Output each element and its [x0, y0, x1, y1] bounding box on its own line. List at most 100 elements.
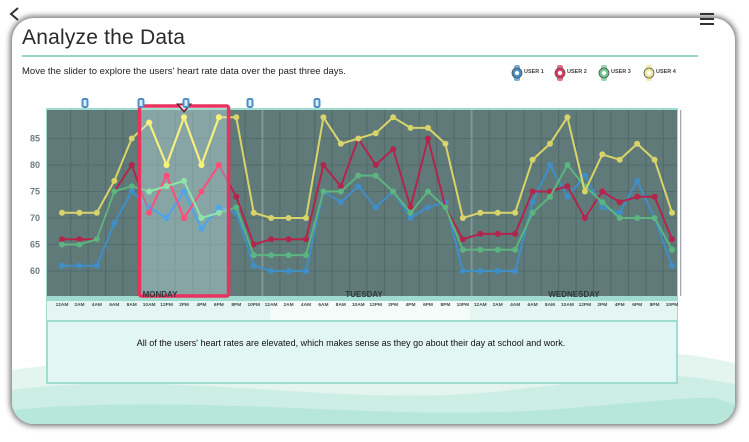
- data-point: [634, 177, 641, 184]
- marker-inner: [184, 100, 188, 106]
- data-point: [651, 193, 658, 200]
- legend-user-4[interactable]: USER 4: [643, 64, 676, 82]
- data-point: [59, 262, 65, 269]
- y-tick-label: 70: [30, 213, 40, 223]
- data-point: [494, 230, 501, 237]
- x-tick-label: 6AM: [109, 302, 119, 308]
- data-point: [512, 246, 519, 253]
- data-point: [372, 162, 379, 168]
- timeline-marker[interactable]: [137, 98, 145, 108]
- summary-panel-border: [46, 320, 678, 384]
- data-point: [599, 188, 606, 195]
- heart-rate-watch-icon: [511, 65, 523, 81]
- day-band-tuesday: [270, 301, 470, 321]
- data-point: [390, 188, 397, 195]
- x-tick-label: 4PM: [615, 302, 625, 308]
- legend-user-1[interactable]: USER 1: [511, 64, 544, 82]
- legend-user-3[interactable]: USER 3: [598, 64, 631, 82]
- data-point: [407, 209, 414, 216]
- highlight-point: [198, 225, 205, 232]
- x-tick-label: 8PM: [440, 302, 450, 308]
- highlight-point: [146, 209, 153, 216]
- data-point: [337, 199, 344, 206]
- data-point: [285, 252, 292, 259]
- data-point: [268, 236, 275, 243]
- data-point: [390, 114, 397, 121]
- data-point: [477, 268, 484, 274]
- x-tick-label: 2PM: [179, 302, 189, 308]
- timeline-marker[interactable]: [246, 98, 254, 108]
- x-tick-label: 2AM: [74, 302, 84, 308]
- data-point: [111, 220, 118, 227]
- title-divider: [22, 55, 698, 57]
- data-point: [599, 199, 606, 206]
- data-point: [616, 156, 623, 163]
- data-point: [250, 241, 257, 248]
- data-point: [651, 156, 658, 163]
- x-tick-label: 10PM: [247, 302, 260, 308]
- data-point: [355, 183, 362, 190]
- x-tick-label: 8PM: [650, 302, 660, 308]
- data-point: [303, 236, 309, 243]
- x-tick-label: 2AM: [284, 302, 294, 308]
- highlight-point: [163, 183, 170, 190]
- data-point: [59, 241, 65, 248]
- data-point: [564, 193, 571, 200]
- back-button[interactable]: [7, 6, 23, 22]
- data-point: [634, 215, 641, 221]
- highlight-point: [215, 204, 222, 211]
- menu-button[interactable]: [697, 9, 717, 29]
- data-point: [372, 172, 379, 179]
- data-point: [581, 172, 588, 179]
- x-tick-label: 6AM: [528, 302, 538, 308]
- x-tick-label: 4PM: [406, 302, 416, 308]
- x-tick-label: 4AM: [301, 302, 311, 308]
- page-title: Analyze the Data: [22, 26, 186, 49]
- data-point: [76, 241, 83, 248]
- legend-label: USER 2: [567, 69, 587, 75]
- data-point: [477, 209, 484, 216]
- data-point: [93, 262, 100, 269]
- heart-rate-watch-icon: [598, 65, 610, 81]
- y-tick-label: 65: [30, 240, 40, 250]
- legend-label: USER 3: [611, 69, 631, 75]
- data-point: [669, 209, 675, 216]
- data-point: [303, 268, 309, 274]
- x-tick-label: 12PM: [579, 302, 592, 308]
- x-tick-label: 2PM: [597, 302, 607, 308]
- data-point: [128, 162, 135, 168]
- legend-label: USER 4: [656, 69, 676, 75]
- data-point: [250, 209, 257, 216]
- data-point: [337, 183, 344, 190]
- x-tick-label: 10AM: [143, 302, 156, 308]
- x-tick-label: 6PM: [214, 302, 224, 308]
- timeline-marker[interactable]: [81, 98, 89, 108]
- data-point: [529, 156, 536, 163]
- highlight-point: [198, 215, 205, 221]
- timeline-marker[interactable]: [313, 98, 321, 108]
- highlight-point: [215, 114, 222, 121]
- data-point: [390, 146, 397, 153]
- data-point: [494, 268, 501, 274]
- x-tick-label: 12AM: [56, 302, 69, 308]
- highlight-point: [181, 114, 187, 121]
- highlight-point: [146, 119, 153, 126]
- data-point: [512, 268, 519, 274]
- data-point: [407, 124, 414, 131]
- data-point: [128, 188, 135, 195]
- marker-inner: [139, 100, 143, 106]
- timeline-marker[interactable]: [182, 98, 190, 108]
- data-point: [303, 252, 309, 259]
- legend-user-2[interactable]: USER 2: [554, 64, 587, 82]
- heart-rate-watch-icon: [643, 65, 655, 81]
- data-point: [669, 246, 675, 253]
- data-point: [337, 188, 344, 195]
- data-point: [355, 172, 362, 179]
- data-point: [233, 114, 240, 121]
- data-point: [459, 268, 466, 274]
- x-tick-label: 8PM: [231, 302, 241, 308]
- data-point: [547, 193, 553, 200]
- x-tick-label: 12AM: [265, 302, 278, 308]
- y-tick-label: 75: [30, 187, 40, 197]
